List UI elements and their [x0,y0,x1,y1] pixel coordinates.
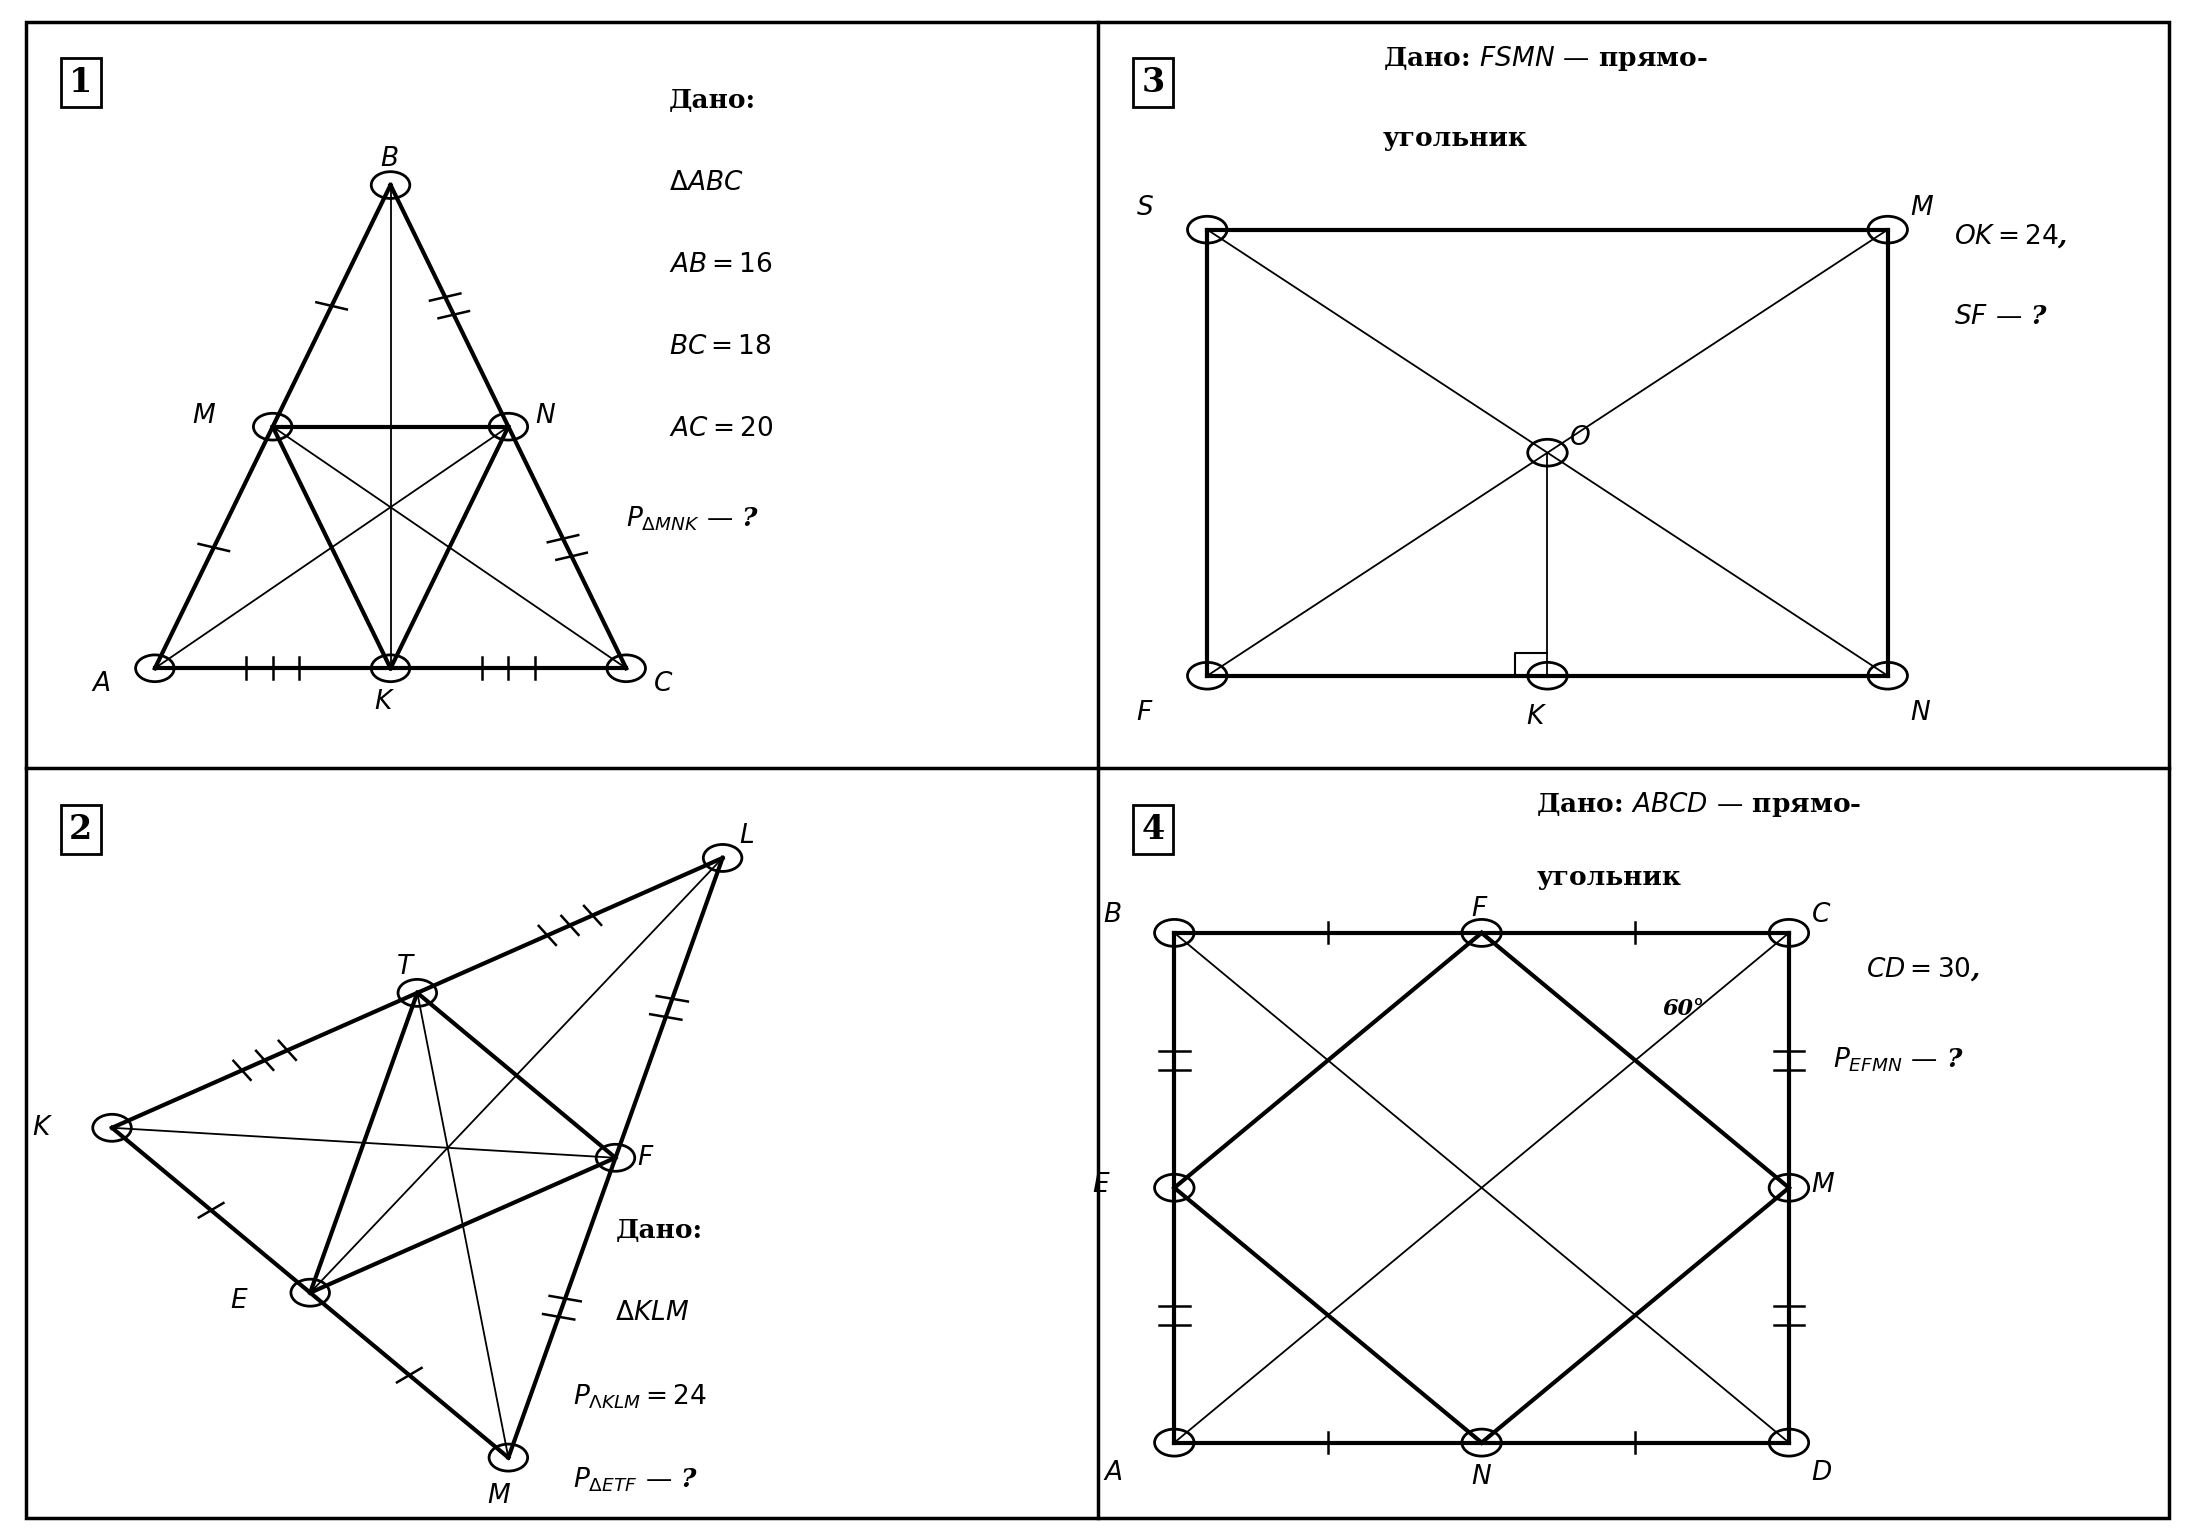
Text: $SF$ — ?: $SF$ — ? [1954,304,2048,329]
Text: $F$: $F$ [1471,897,1488,922]
Text: 2: 2 [70,813,92,846]
Text: $D$: $D$ [1811,1461,1833,1485]
Text: $K$: $K$ [375,690,395,714]
Text: $K$: $K$ [31,1115,53,1140]
Text: угольник: угольник [1536,865,1681,891]
Text: $B$: $B$ [1104,902,1122,926]
Text: $K$: $K$ [1526,703,1547,730]
Text: $OK = 24$,: $OK = 24$, [1954,223,2068,250]
Text: $C$: $C$ [652,671,674,696]
Text: $P_{\Delta ETF}$ — ?: $P_{\Delta ETF}$ — ? [573,1465,698,1493]
Text: $C$: $C$ [1811,902,1831,926]
Text: $M$: $M$ [193,402,217,429]
Text: $A$: $A$ [90,671,110,696]
Text: $N$: $N$ [1471,1464,1493,1488]
Text: $N$: $N$ [1910,700,1932,725]
Text: $F$: $F$ [637,1146,654,1170]
Text: $L$: $L$ [740,823,753,848]
Text: $N$: $N$ [536,402,555,429]
Text: $M$: $M$ [1811,1172,1835,1197]
Text: $T$: $T$ [395,954,415,978]
Text: Дано:: Дано: [669,89,755,114]
Text: $B$: $B$ [380,146,397,172]
Text: $BC = 18$: $BC = 18$ [669,333,773,359]
Text: 60°: 60° [1664,998,1706,1020]
Text: $AB = 16$: $AB = 16$ [669,252,773,276]
Text: $F$: $F$ [1137,700,1152,725]
Text: $\Delta ABC$: $\Delta ABC$ [669,170,744,195]
Text: $A$: $A$ [1104,1461,1122,1485]
Text: $P_{\Lambda KLM} = 24$: $P_{\Lambda KLM} = 24$ [573,1382,707,1412]
Text: 1: 1 [70,66,92,100]
Text: $P_{\Delta MNK}$ — ?: $P_{\Delta MNK}$ — ? [626,505,759,533]
Text: 4: 4 [1141,813,1166,846]
Text: $E$: $E$ [230,1287,248,1313]
Text: $S$: $S$ [1137,195,1155,220]
Text: Дано: $ABCD$ — прямо-: Дано: $ABCD$ — прямо- [1536,791,1861,820]
Text: угольник: угольник [1383,126,1528,151]
Text: 3: 3 [1141,66,1166,100]
Text: $E$: $E$ [1093,1172,1111,1197]
Text: Дано: $FSMN$ — прямо-: Дано: $FSMN$ — прямо- [1383,45,1708,72]
Text: Дано:: Дано: [615,1218,702,1243]
Text: $M$: $M$ [1910,195,1934,220]
Text: $O$: $O$ [1569,425,1591,450]
Text: $\Delta KLM$: $\Delta KLM$ [615,1299,689,1326]
Text: $P_{EFMN}$ — ?: $P_{EFMN}$ — ? [1833,1046,1965,1074]
Text: $M$: $M$ [487,1482,511,1507]
Text: $CD = 30$,: $CD = 30$, [1866,955,1980,983]
Text: $AC = 20$: $AC = 20$ [669,416,773,441]
